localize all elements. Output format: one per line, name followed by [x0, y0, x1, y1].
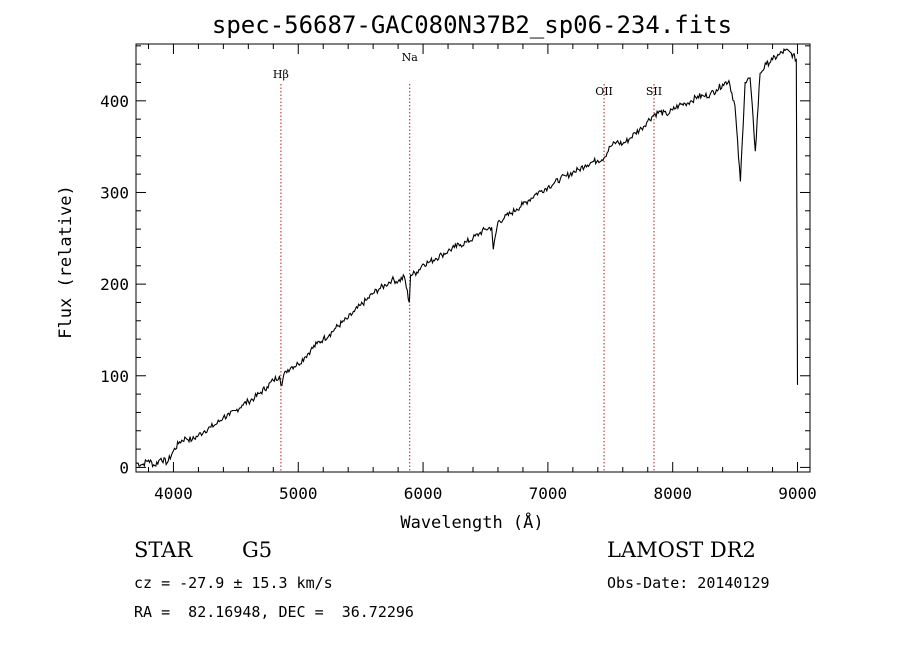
line-marker-label-1: Na — [402, 51, 419, 64]
object-subclass: G5 — [242, 538, 273, 562]
x-axis: 4000 5000 6000 7000 8000 9000 — [147, 44, 817, 503]
ra-dec-line: RA = 82.16948, DEC = 36.72296 — [134, 603, 414, 621]
y-tick-label: 300 — [100, 183, 129, 202]
x-tick-label: 6000 — [404, 484, 443, 503]
x-tick-label: 4000 — [154, 484, 193, 503]
plot-frame — [135, 43, 811, 473]
line-marker-label-3: SII — [646, 85, 662, 98]
survey-name: LAMOST DR2 — [607, 538, 756, 562]
y-tick-label: 100 — [100, 367, 129, 386]
spectral-line-markers: Hβ Na OII SII — [273, 51, 662, 472]
y-tick-label: 200 — [100, 275, 129, 294]
spectrum-series-line — [135, 48, 799, 468]
line-marker-label-2: OII — [595, 85, 613, 98]
obs-date-line: Obs-Date: 20140129 — [607, 574, 770, 592]
x-axis-title: Wavelength (Å) — [400, 511, 543, 533]
y-tick-label: 0 — [119, 458, 129, 477]
redshift-line: cz = -27.9 ± 15.3 km/s — [134, 574, 333, 592]
y-axis-title: Flux (relative) — [56, 185, 76, 339]
x-tick-label: 5000 — [279, 484, 318, 503]
x-tick-label: 9000 — [778, 484, 817, 503]
y-tick-label: 400 — [100, 92, 129, 111]
x-tick-label: 8000 — [653, 484, 692, 503]
x-tick-label: 7000 — [529, 484, 568, 503]
line-marker-label-0: Hβ — [273, 68, 289, 81]
y-axis: 0 100 200 300 400 — [100, 45, 810, 477]
chart-title: spec-56687-GAC080N37B2_sp06-234.fits — [212, 11, 732, 39]
object-class: STAR — [134, 538, 193, 562]
